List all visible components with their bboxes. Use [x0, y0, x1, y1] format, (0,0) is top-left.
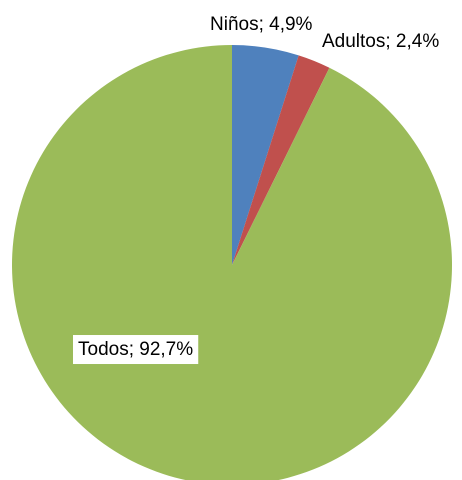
- label-box: [317, 27, 445, 57]
- pie-slice: [232, 45, 299, 265]
- pie-slice: [12, 45, 452, 480]
- data-label: Niños; 4,9%: [210, 14, 313, 35]
- label-box: [73, 335, 199, 365]
- data-label: Todos; 92,7%: [78, 339, 193, 360]
- pie-slice: [232, 55, 330, 265]
- data-label: Adultos; 2,4%: [322, 31, 439, 52]
